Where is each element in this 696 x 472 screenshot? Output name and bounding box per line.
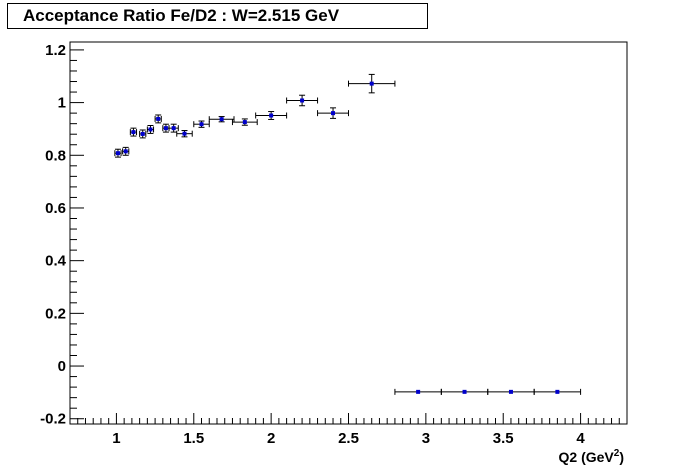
data-marker	[331, 111, 336, 116]
data-marker	[171, 126, 176, 131]
data-point	[114, 148, 122, 158]
data-point	[129, 127, 138, 137]
data-point	[286, 94, 319, 107]
data-marker	[115, 151, 120, 156]
x-axis-title: Q2 (GeV2)	[559, 448, 624, 465]
x-tick-label: 1	[112, 430, 120, 447]
y-tick-label: 1.2	[45, 42, 66, 59]
y-axis: -0.2 0 0.2 0.4 0.6 0.8 1 1.2	[40, 42, 84, 428]
y-tick-label: -0.2	[40, 411, 66, 428]
data-marker	[369, 81, 374, 86]
data-marker	[219, 117, 224, 122]
data-marker	[508, 389, 513, 394]
x-axis: 1 1.5 2 2.5 3 3.5 4	[77, 413, 628, 447]
x-tick-label: 4	[576, 430, 585, 447]
data-point	[139, 129, 147, 139]
x-tick-label: 2.5	[338, 430, 359, 447]
y-tick-label: 1	[58, 95, 66, 112]
plot-frame	[69, 41, 628, 425]
x-tick-label: 1.5	[183, 430, 204, 447]
x-tick-label: 3	[422, 430, 430, 447]
x-axis-title-main: Q2 (GeV	[559, 449, 615, 465]
y-tick-label: 0.6	[45, 200, 66, 217]
data-point	[162, 123, 170, 133]
data-marker	[300, 98, 305, 103]
data-marker	[140, 131, 145, 136]
data-point	[146, 125, 155, 134]
data-point	[255, 111, 288, 120]
data-point	[193, 120, 210, 128]
data-point	[394, 388, 442, 395]
data-point	[176, 130, 193, 138]
data-point	[317, 107, 349, 119]
data-marker	[462, 389, 467, 394]
data-marker	[416, 389, 421, 394]
data-marker	[182, 131, 187, 136]
y-tick-label: 0	[58, 358, 66, 375]
data-marker	[123, 149, 128, 154]
data-point	[208, 116, 235, 123]
x-tick-label: 3.5	[493, 430, 514, 447]
data-point	[154, 114, 162, 124]
x-tick-label: 2	[267, 430, 275, 447]
data-marker	[555, 389, 560, 394]
y-tick-label: 0.8	[45, 147, 66, 164]
data-point	[533, 388, 582, 395]
data-series	[114, 73, 582, 395]
data-point	[348, 73, 396, 94]
data-marker	[269, 113, 274, 118]
x-axis-title-end: )	[619, 449, 624, 465]
chart-title: Acceptance Ratio Fe/D2 : W=2.515 GeV	[7, 3, 428, 29]
data-point	[168, 123, 179, 133]
y-tick-label: 0.4	[45, 253, 67, 270]
data-point	[122, 146, 130, 156]
data-point	[487, 388, 535, 395]
data-marker	[242, 120, 247, 125]
data-marker	[156, 116, 161, 121]
x-axis-title-sup: 2	[614, 448, 620, 459]
data-marker	[163, 126, 168, 131]
data-point	[231, 118, 258, 126]
y-tick-label: 0.2	[45, 305, 66, 322]
data-marker	[199, 122, 204, 127]
data-point	[440, 388, 489, 395]
data-marker	[131, 130, 136, 135]
data-marker	[148, 127, 153, 132]
